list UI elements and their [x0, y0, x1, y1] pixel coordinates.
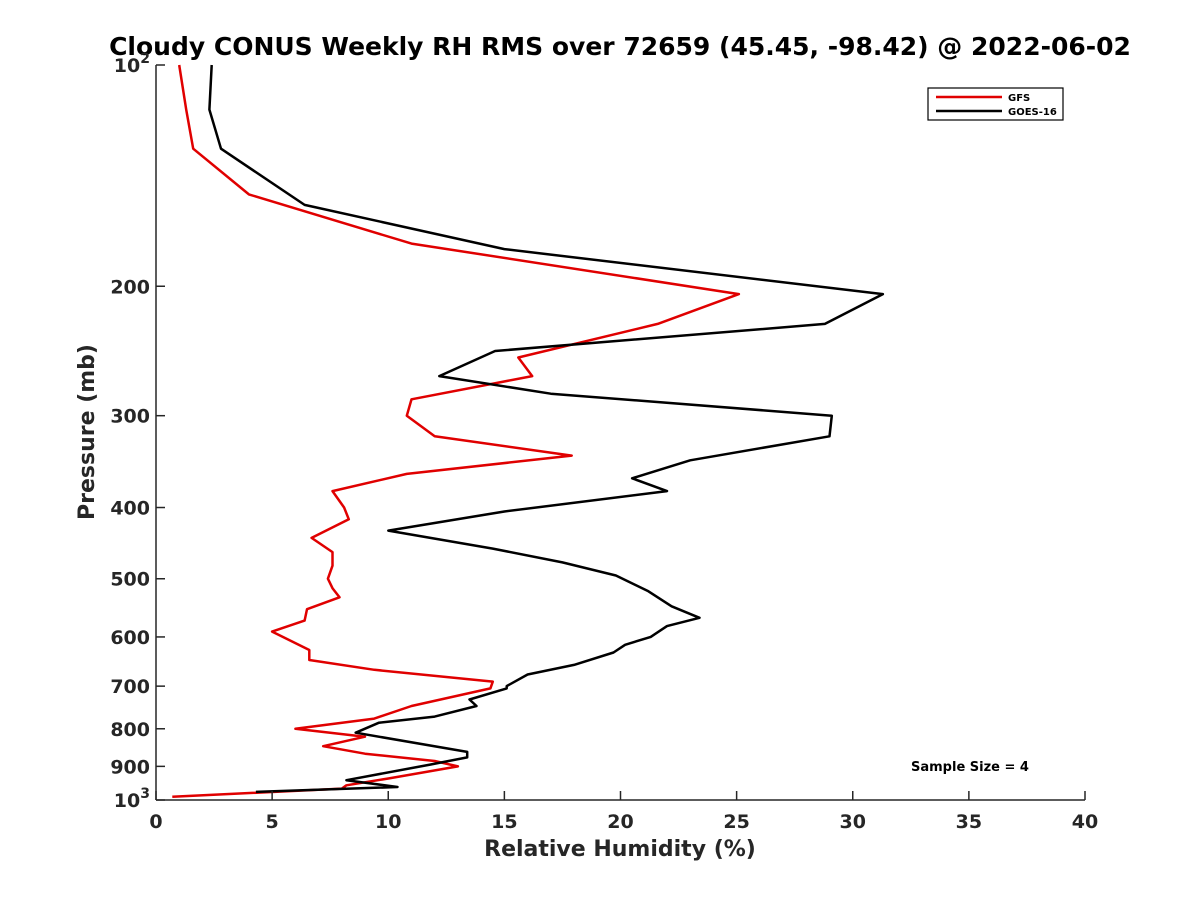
legend-label-goes16: GOES-16 — [1008, 107, 1057, 118]
y-tick-label: 800 — [110, 719, 150, 741]
x-axis-label: Relative Humidity (%) — [484, 837, 756, 862]
x-tick-label: 30 — [840, 811, 866, 833]
y-tick-label: 900 — [110, 756, 150, 778]
y-tick-label: 103 — [114, 786, 150, 812]
x-tick-label: 15 — [491, 811, 517, 833]
y-tick-label: 700 — [110, 676, 150, 698]
x-tick-label: 20 — [607, 811, 633, 833]
series-line-gfs — [172, 64, 741, 799]
x-tick-label: 0 — [149, 811, 162, 833]
x-tick-label: 5 — [266, 811, 279, 833]
series-line-goes16 — [208, 64, 885, 794]
sample-size-annotation: Sample Size = 4 — [911, 760, 1029, 775]
y-axis-label: Pressure (mb) — [75, 344, 100, 520]
y-tick-label: 102 — [114, 51, 150, 77]
legend: GFS GOES-16 — [927, 87, 1064, 121]
plot-lines — [172, 64, 885, 799]
y-tick-label: 500 — [110, 569, 150, 591]
x-tick-label: 10 — [375, 811, 401, 833]
chart-title: Cloudy CONUS Weekly RH RMS over 72659 (4… — [109, 32, 1131, 61]
x-axis-ticks: 0 5 10 15 20 25 30 35 40 — [149, 791, 1098, 833]
x-tick-label: 25 — [723, 811, 749, 833]
legend-box — [927, 87, 1064, 121]
y-tick-label: 600 — [110, 627, 150, 649]
y-tick-label: 300 — [110, 406, 150, 428]
legend-label-gfs: GFS — [1008, 93, 1030, 104]
x-tick-label: 40 — [1072, 811, 1098, 833]
x-tick-label: 35 — [956, 811, 982, 833]
y-axis-ticks: 102 200 300 400 500 600 700 800 900 103 — [110, 51, 165, 812]
y-tick-label: 200 — [110, 276, 150, 298]
y-tick-label: 400 — [110, 498, 150, 520]
